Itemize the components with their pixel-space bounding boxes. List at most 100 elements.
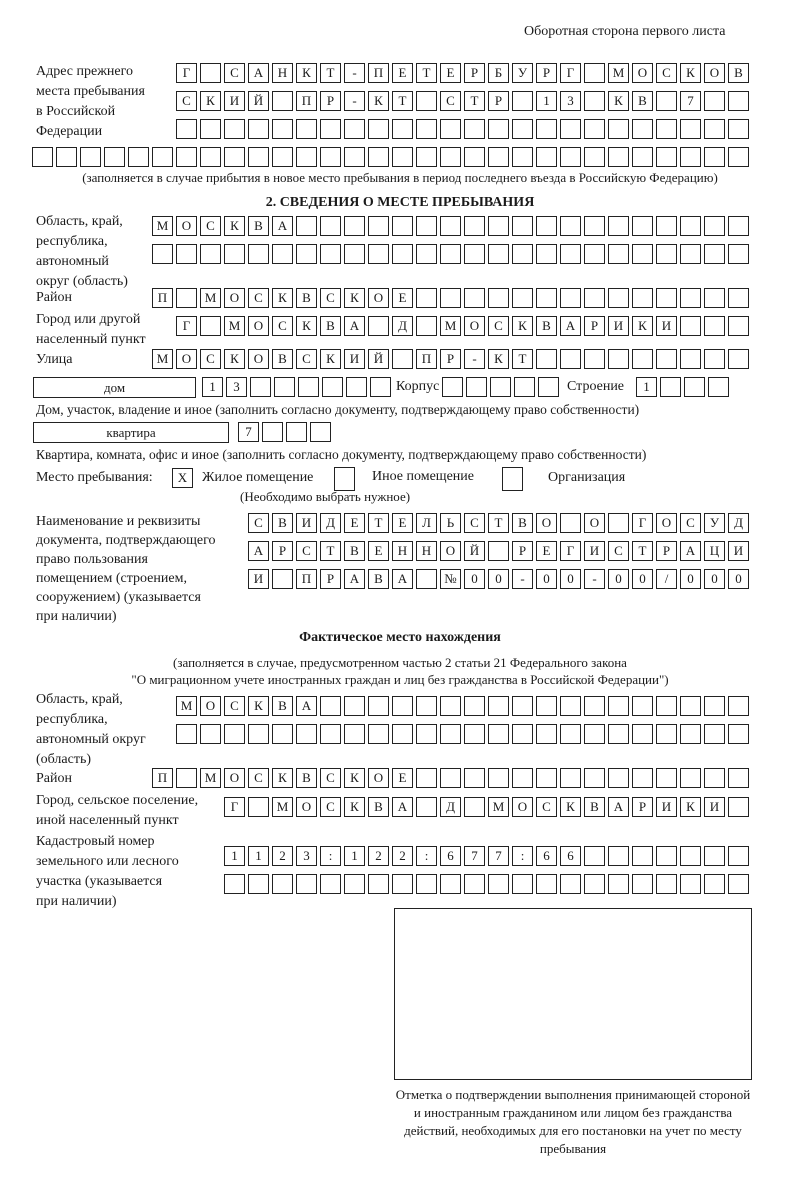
char-cell[interactable] bbox=[176, 147, 197, 167]
char-cell[interactable] bbox=[368, 874, 389, 894]
char-cell[interactable]: И bbox=[608, 316, 629, 336]
char-cell[interactable]: Т bbox=[464, 91, 485, 111]
char-cell[interactable] bbox=[514, 377, 535, 397]
char-cell[interactable]: К bbox=[224, 216, 245, 236]
char-cell[interactable] bbox=[262, 422, 283, 442]
char-cell[interactable]: С bbox=[608, 541, 629, 561]
char-cell[interactable]: А bbox=[608, 797, 629, 817]
char-cell[interactable] bbox=[488, 541, 509, 561]
char-cell[interactable] bbox=[728, 846, 749, 866]
char-cell[interactable] bbox=[224, 119, 245, 139]
char-cell[interactable] bbox=[536, 874, 557, 894]
char-cell[interactable]: Г bbox=[560, 63, 581, 83]
char-cell[interactable] bbox=[632, 216, 653, 236]
char-cell[interactable] bbox=[608, 119, 629, 139]
char-cell[interactable] bbox=[680, 316, 701, 336]
char-cell[interactable]: 2 bbox=[392, 846, 413, 866]
char-cell[interactable]: В bbox=[728, 63, 749, 83]
char-cell[interactable]: К bbox=[344, 288, 365, 308]
char-cell[interactable] bbox=[344, 244, 365, 264]
char-cell[interactable] bbox=[272, 119, 293, 139]
char-cell[interactable] bbox=[584, 244, 605, 264]
char-cell[interactable]: В bbox=[512, 513, 533, 533]
char-cell[interactable] bbox=[344, 119, 365, 139]
char-cell[interactable] bbox=[488, 147, 509, 167]
char-cell[interactable] bbox=[728, 288, 749, 308]
char-cell[interactable]: О bbox=[176, 216, 197, 236]
char-cell[interactable] bbox=[224, 724, 245, 744]
char-cell[interactable]: И bbox=[656, 316, 677, 336]
char-cell[interactable]: Р bbox=[488, 91, 509, 111]
char-cell[interactable] bbox=[704, 768, 725, 788]
char-cell[interactable]: 2 bbox=[368, 846, 389, 866]
char-cell[interactable] bbox=[538, 377, 559, 397]
char-cell[interactable] bbox=[536, 349, 557, 369]
char-cell[interactable] bbox=[344, 874, 365, 894]
char-cell[interactable] bbox=[728, 147, 749, 167]
char-cell[interactable] bbox=[320, 244, 341, 264]
char-cell[interactable] bbox=[464, 797, 485, 817]
char-cell[interactable] bbox=[272, 724, 293, 744]
char-cell[interactable] bbox=[248, 244, 269, 264]
char-cell[interactable] bbox=[440, 244, 461, 264]
char-cell[interactable] bbox=[272, 569, 293, 589]
char-cell[interactable]: 1 bbox=[224, 846, 245, 866]
char-cell[interactable]: С bbox=[320, 768, 341, 788]
char-cell[interactable] bbox=[488, 768, 509, 788]
char-cell[interactable] bbox=[708, 377, 729, 397]
char-cell[interactable]: О bbox=[176, 349, 197, 369]
char-cell[interactable]: С bbox=[248, 768, 269, 788]
char-cell[interactable]: Г bbox=[176, 316, 197, 336]
char-cell[interactable]: А bbox=[392, 569, 413, 589]
char-cell[interactable]: А bbox=[296, 696, 317, 716]
char-cell[interactable]: М bbox=[176, 696, 197, 716]
house-type-field[interactable]: дом bbox=[33, 377, 196, 398]
char-cell[interactable]: 0 bbox=[464, 569, 485, 589]
char-cell[interactable] bbox=[440, 696, 461, 716]
char-cell[interactable] bbox=[286, 422, 307, 442]
char-cell[interactable] bbox=[632, 349, 653, 369]
char-cell[interactable] bbox=[248, 119, 269, 139]
char-cell[interactable] bbox=[296, 724, 317, 744]
char-cell[interactable]: К bbox=[272, 768, 293, 788]
char-cell[interactable] bbox=[440, 216, 461, 236]
char-cell[interactable] bbox=[608, 244, 629, 264]
char-cell[interactable] bbox=[704, 216, 725, 236]
char-cell[interactable] bbox=[512, 91, 533, 111]
char-cell[interactable] bbox=[704, 244, 725, 264]
char-cell[interactable] bbox=[560, 288, 581, 308]
char-cell[interactable]: 1 bbox=[248, 846, 269, 866]
char-cell[interactable] bbox=[298, 377, 319, 397]
char-cell[interactable]: Г bbox=[632, 513, 653, 533]
flat-type-field[interactable]: квартира bbox=[33, 422, 229, 443]
char-cell[interactable] bbox=[728, 244, 749, 264]
char-cell[interactable]: С bbox=[272, 316, 293, 336]
char-cell[interactable]: 7 bbox=[680, 91, 701, 111]
char-cell[interactable]: Р bbox=[272, 541, 293, 561]
char-cell[interactable]: О bbox=[224, 768, 245, 788]
char-cell[interactable] bbox=[296, 216, 317, 236]
char-cell[interactable] bbox=[224, 874, 245, 894]
char-cell[interactable] bbox=[416, 244, 437, 264]
char-cell[interactable]: И bbox=[704, 797, 725, 817]
char-cell[interactable] bbox=[320, 216, 341, 236]
char-cell[interactable]: К bbox=[296, 63, 317, 83]
char-cell[interactable]: : bbox=[320, 846, 341, 866]
char-cell[interactable]: О bbox=[632, 63, 653, 83]
char-cell[interactable] bbox=[512, 244, 533, 264]
char-cell[interactable] bbox=[728, 768, 749, 788]
char-cell[interactable] bbox=[584, 91, 605, 111]
char-cell[interactable] bbox=[392, 874, 413, 894]
char-cell[interactable]: П bbox=[416, 349, 437, 369]
char-cell[interactable]: М bbox=[488, 797, 509, 817]
char-cell[interactable] bbox=[560, 216, 581, 236]
char-cell[interactable] bbox=[296, 874, 317, 894]
char-cell[interactable]: К bbox=[488, 349, 509, 369]
char-cell[interactable]: К bbox=[344, 797, 365, 817]
char-cell[interactable] bbox=[272, 91, 293, 111]
char-cell[interactable]: Т bbox=[632, 541, 653, 561]
char-cell[interactable] bbox=[680, 349, 701, 369]
char-cell[interactable] bbox=[464, 216, 485, 236]
char-cell[interactable] bbox=[632, 768, 653, 788]
char-cell[interactable] bbox=[512, 696, 533, 716]
